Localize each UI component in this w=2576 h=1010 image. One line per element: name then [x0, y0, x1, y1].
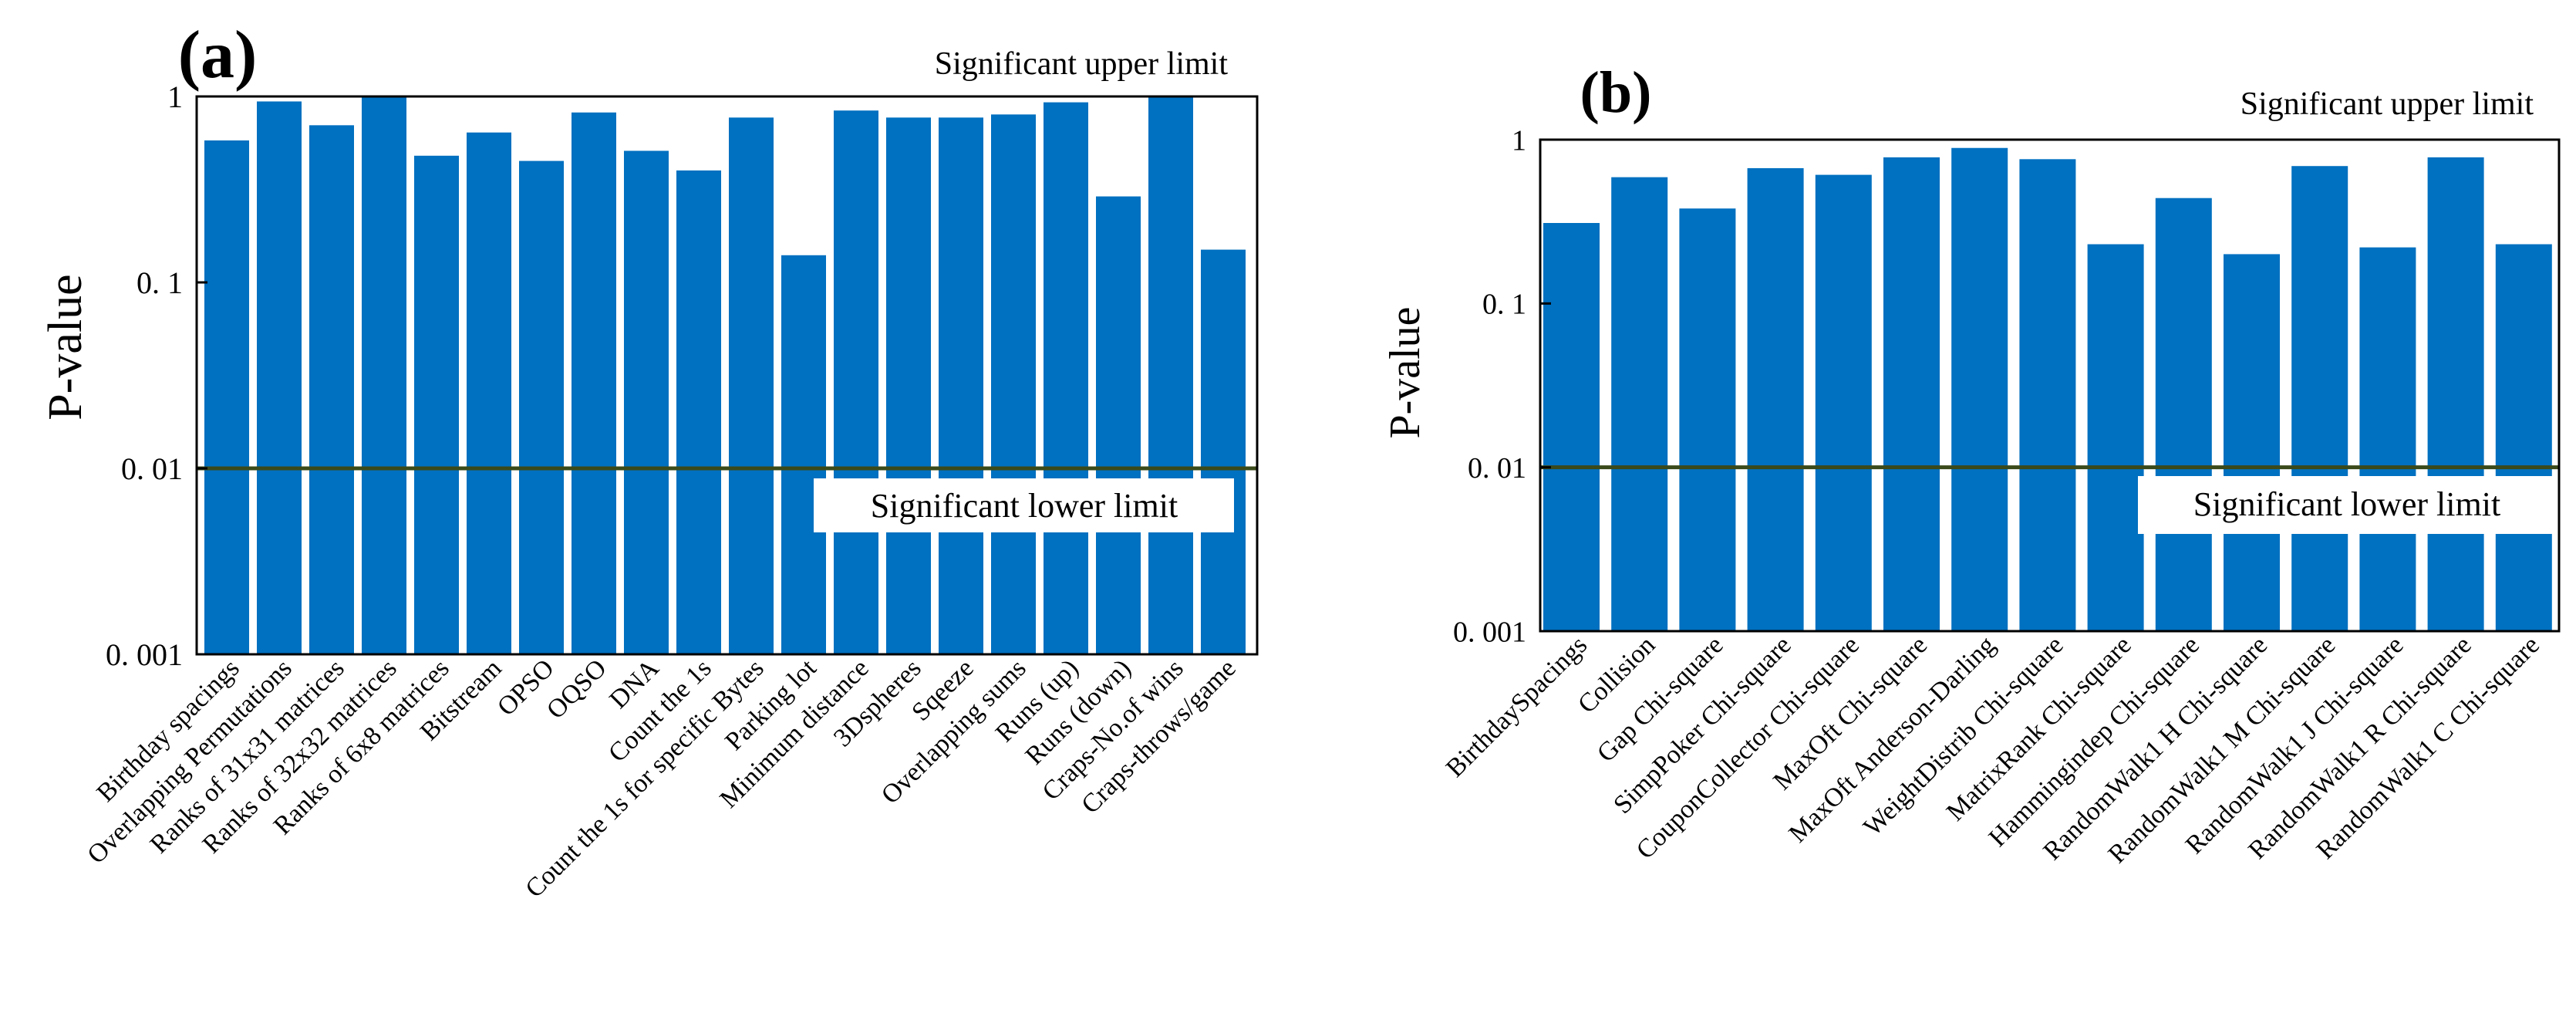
- bar-5: [1815, 174, 1872, 631]
- bar-5: [414, 155, 459, 654]
- bars: [1543, 147, 2552, 631]
- panel-label: (b): [1580, 60, 1652, 125]
- upper-limit-label: Significant upper limit: [2241, 86, 2534, 122]
- bar-15: [939, 117, 983, 655]
- y-tick-label-1: 0. 001: [1453, 616, 1526, 648]
- y-axis-label: P-value: [39, 274, 92, 420]
- bar-10: [676, 170, 721, 654]
- bar-8: [572, 112, 616, 654]
- bar-12: [2291, 166, 2348, 631]
- bar-11: [2224, 254, 2280, 631]
- bar-15: [2495, 244, 2552, 631]
- bar-6: [467, 132, 511, 654]
- x-tick-label-8: OQSO: [541, 654, 612, 725]
- y-tick-label-4: 1: [1512, 124, 1526, 157]
- bar-2: [1611, 177, 1668, 631]
- bar-13: [2359, 247, 2416, 631]
- bar-4: [1747, 167, 1804, 631]
- bar-10: [2155, 198, 2212, 631]
- bar-19: [1148, 97, 1193, 654]
- bar-17: [1044, 102, 1088, 655]
- bar-4: [362, 97, 406, 654]
- bar-1: [1543, 223, 1600, 631]
- y-tick-label-2: 0. 01: [1468, 452, 1526, 485]
- y-axis-label: P-value: [1381, 306, 1429, 438]
- upper-limit-label: Significant upper limit: [935, 46, 1229, 82]
- y-tick-label-4: 1: [167, 79, 183, 114]
- bar-2: [257, 101, 302, 654]
- chart-panel-a: (a) P-value Significant lower limit Signifi…: [39, 18, 1259, 904]
- bar-13: [834, 110, 878, 655]
- bar-12: [781, 255, 826, 654]
- y-tick-label-3: 0. 1: [137, 265, 183, 300]
- bar-6: [1883, 157, 1940, 631]
- x-tick-label-1: BirthdaySpacings: [1441, 630, 1593, 782]
- bar-16: [991, 114, 1036, 654]
- bar-7: [1951, 147, 2008, 631]
- bar-8: [2019, 159, 2076, 631]
- bar-7: [519, 160, 564, 654]
- panel-label: (a): [178, 18, 258, 93]
- lower-limit-label: Significant lower limit: [871, 487, 1178, 525]
- lower-limit-label: Significant lower limit: [2193, 485, 2500, 523]
- x-tick-label-2: Overlapping Permutations: [82, 654, 297, 869]
- y-tick-label-3: 0. 1: [1482, 289, 1526, 321]
- chart-panel-b: (b) P-value Significant lower limit Signifi…: [1381, 60, 2561, 869]
- plot-frame: [195, 95, 1259, 656]
- bars: [204, 97, 1246, 655]
- bar-3: [1679, 208, 1736, 631]
- bar-9: [624, 150, 669, 654]
- bar-20: [1201, 249, 1246, 654]
- bar-14: [2427, 157, 2484, 631]
- bar-9: [2087, 244, 2144, 631]
- bar-3: [309, 125, 354, 655]
- y-tick-label-1: 0. 001: [106, 637, 183, 672]
- plot-frame: [1539, 138, 2561, 633]
- lower-limit-label-box: [814, 478, 1234, 532]
- y-tick-label-2: 0. 01: [121, 451, 183, 486]
- lower-limit-label-box: [2138, 476, 2557, 534]
- bar-1: [204, 140, 249, 654]
- bar-18: [1096, 196, 1141, 655]
- bar-14: [886, 117, 931, 655]
- bar-11: [729, 117, 774, 655]
